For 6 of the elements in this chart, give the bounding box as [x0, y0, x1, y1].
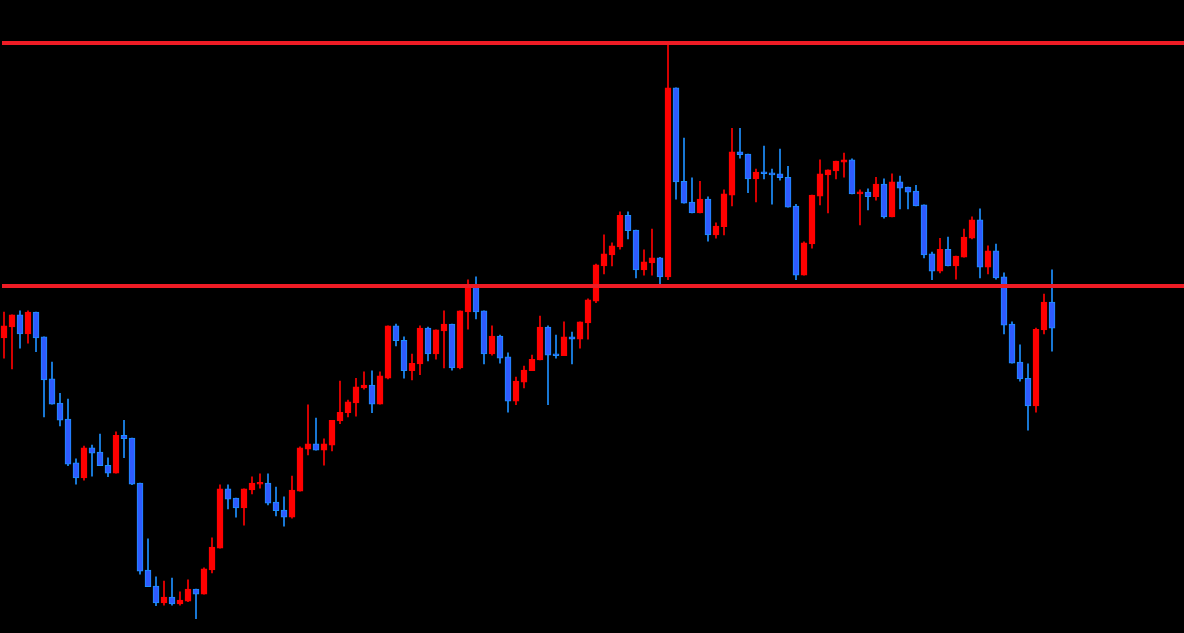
candlestick [760, 145, 768, 180]
candlestick [256, 473, 264, 489]
candlestick [840, 152, 848, 178]
candlestick [552, 334, 560, 359]
candlestick [568, 331, 576, 365]
candlestick [776, 148, 784, 181]
